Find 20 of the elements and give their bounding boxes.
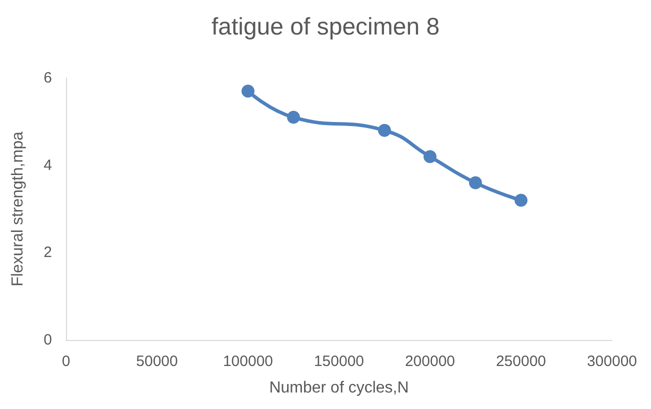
- x-axis-title: Number of cycles,N: [269, 380, 409, 396]
- point: [378, 124, 391, 137]
- point: [514, 194, 528, 207]
- point: [287, 110, 300, 124]
- x-tick-label: 250000: [496, 353, 546, 370]
- point: [424, 150, 436, 164]
- x-tick-label: 0: [62, 353, 70, 370]
- chart-title: fatigue of specimen 8: [211, 14, 440, 40]
- x-tick-label: 200000: [404, 353, 456, 370]
- y-tick-label: 0: [44, 332, 52, 348]
- point: [242, 84, 254, 98]
- y-axis-title: Flexural strength,mpa: [10, 132, 26, 286]
- point: [469, 176, 482, 190]
- x-tick-label: 300000: [586, 353, 638, 370]
- y-tick-label: 4: [44, 156, 52, 174]
- x-tick-label: 50000: [136, 353, 178, 370]
- x-tick-label: 100000: [222, 353, 274, 370]
- y-tick-label: 6: [44, 70, 52, 86]
- y-tick-label: 2: [44, 244, 52, 262]
- x-tick-label: 150000: [314, 353, 364, 370]
